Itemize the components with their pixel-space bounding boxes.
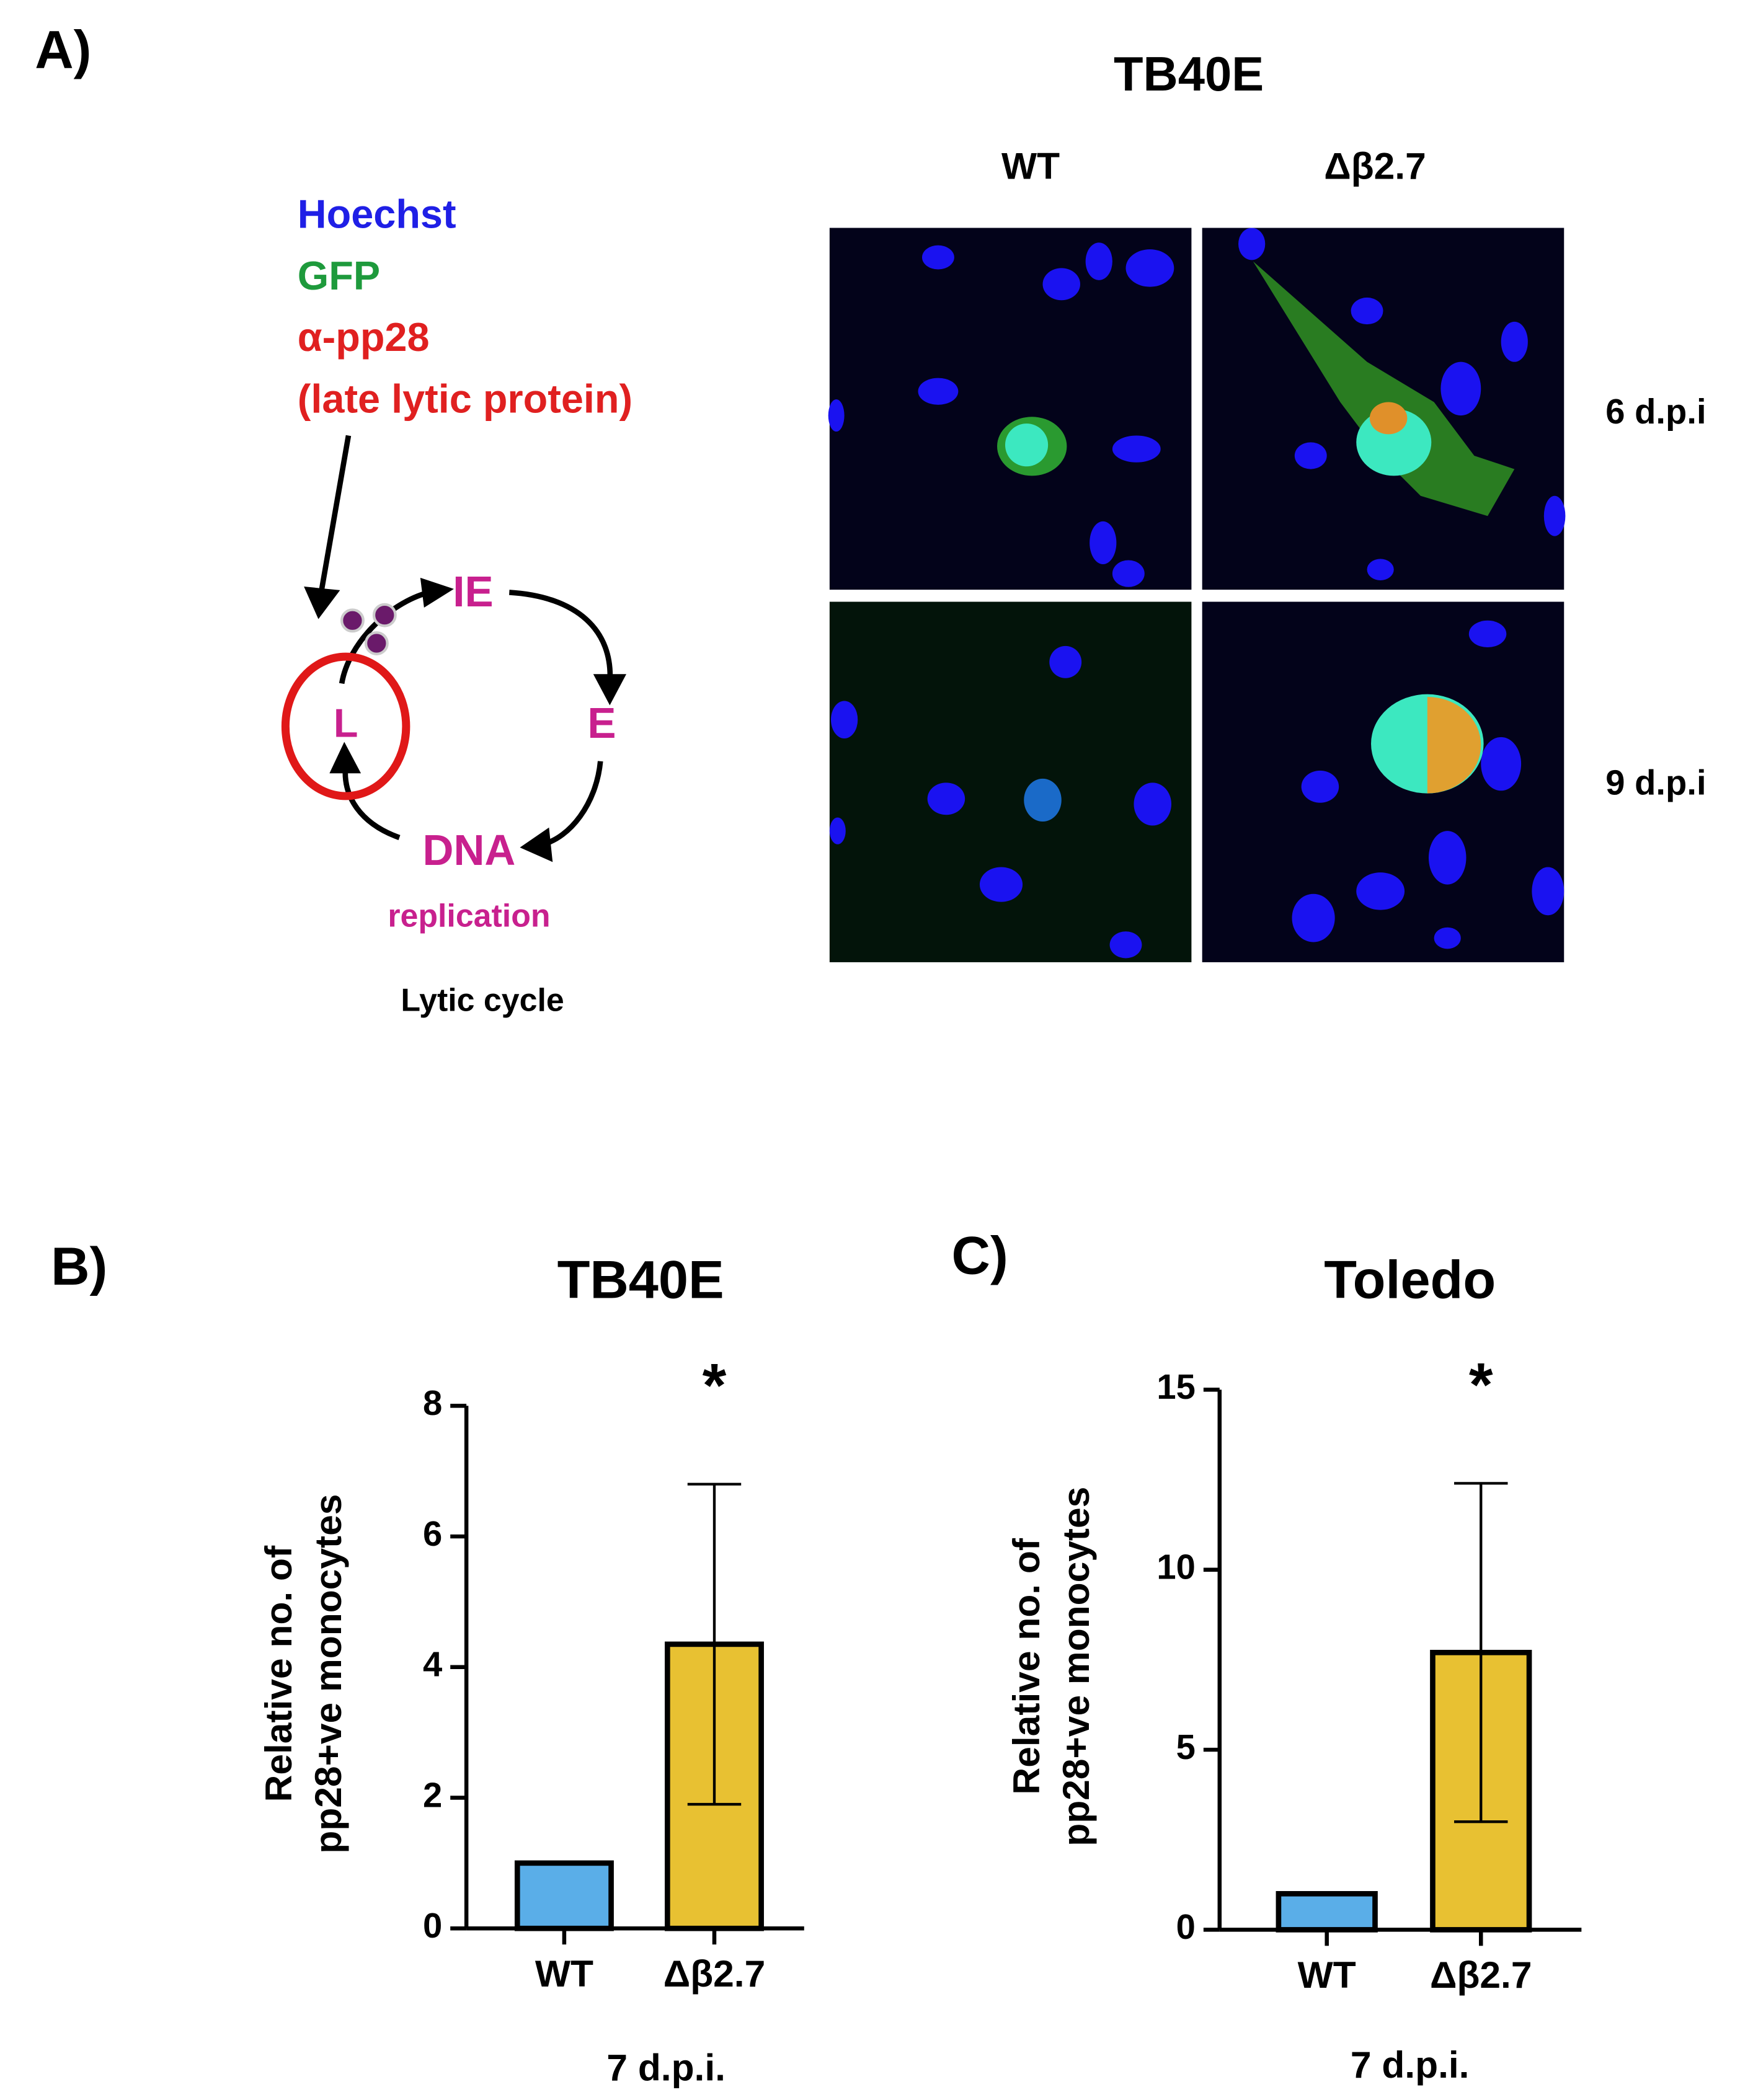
cycle-stage: DNA	[423, 826, 516, 874]
x-tick-label: WT	[535, 1952, 593, 1995]
column-header: Δβ2.7	[1324, 144, 1426, 187]
micrograph	[1202, 228, 1566, 590]
bar	[514, 1860, 614, 1931]
stain-label: α-pp28	[298, 314, 430, 360]
stain-label: (late lytic protein)	[298, 376, 632, 422]
x-tick-label: WT	[1298, 1954, 1356, 1996]
row-label: 9 d.p.i	[1605, 763, 1706, 802]
y-axis-label: pp28+ve monocytes	[307, 1494, 349, 1854]
cycle-stage: replication	[388, 897, 550, 933]
panel-label: A)	[35, 20, 91, 79]
significance: *	[1469, 1350, 1493, 1419]
y-tick-label: 10	[1156, 1548, 1196, 1587]
y-tick-label: 5	[1176, 1727, 1196, 1766]
x-axis-label: 7 d.p.i.	[1351, 2044, 1470, 2086]
significance: *	[703, 1352, 727, 1420]
y-tick-label: 8	[423, 1383, 442, 1422]
y-tick-label: 15	[1156, 1367, 1196, 1406]
micrograph	[828, 228, 1192, 590]
y-axis-label: Relative no. of	[257, 1545, 300, 1802]
cycle-stage: L	[334, 701, 358, 746]
y-axis-label: Relative no. of	[1005, 1538, 1047, 1794]
row-label: 6 d.p.i	[1605, 392, 1706, 431]
cycle-stage: IE	[453, 567, 493, 616]
cycle-stage: E	[587, 699, 616, 747]
cycle-diagram	[281, 435, 627, 862]
x-tick-label: Δβ2.7	[1430, 1954, 1532, 1996]
chart-title: Toledo	[1324, 1250, 1496, 1309]
virion	[340, 603, 397, 655]
x-tick-label: Δβ2.7	[663, 1952, 766, 1995]
y-tick-label: 0	[1176, 1907, 1196, 1946]
y-tick-label: 4	[423, 1645, 442, 1684]
micrograph	[829, 601, 1192, 962]
chart-title: TB40E	[557, 1250, 724, 1309]
x-axis-label: 7 d.p.i.	[606, 2046, 726, 2088]
column-header: WT	[1001, 144, 1060, 187]
cycle-caption: Lytic cycle	[401, 981, 564, 1017]
y-tick-label: 6	[423, 1514, 442, 1553]
y-tick-label: 2	[423, 1775, 442, 1814]
y-tick-label: 0	[423, 1906, 442, 1945]
stain-label: Hoechst	[298, 191, 456, 236]
y-axis-label: pp28+ve monocytes	[1055, 1487, 1097, 1846]
panel-title: TB40E	[1114, 48, 1264, 101]
panel-label: B)	[51, 1237, 107, 1296]
error-bar	[1454, 1482, 1508, 1823]
panel-label: C)	[952, 1226, 1008, 1286]
stain-label: GFP	[298, 253, 380, 298]
error-bar	[687, 1482, 742, 1806]
micrograph	[1202, 601, 1564, 962]
bar	[1276, 1891, 1378, 1933]
